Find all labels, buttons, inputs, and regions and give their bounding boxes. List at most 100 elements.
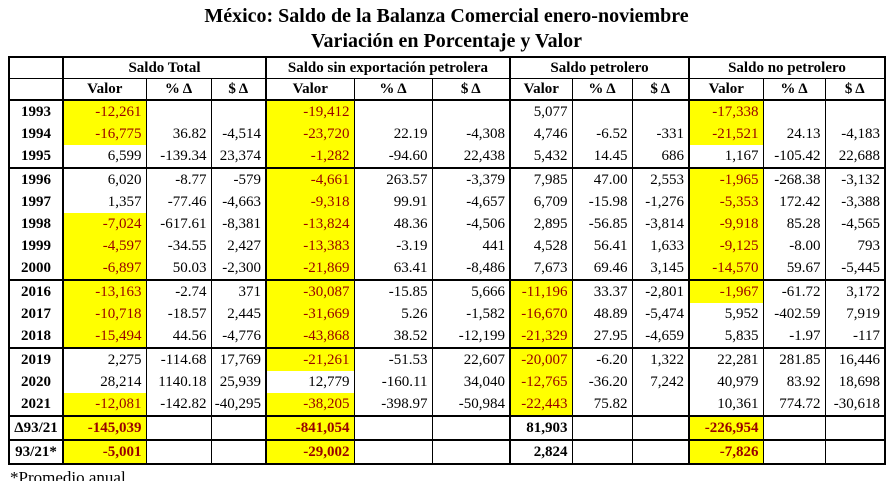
data-cell bbox=[571, 100, 632, 123]
table-row: 2000 -6,897 50.03 -2,300 -21,869 63.41 -8,486 7… bbox=[8, 257, 885, 280]
table-row: 2020 28,214 1140.18 25,939 12,779 -160.11 34,0… bbox=[8, 371, 885, 393]
data-cell: 1140.18 bbox=[145, 371, 211, 393]
data-cell: -6.20 bbox=[571, 347, 632, 371]
data-cell: 7,242 bbox=[631, 371, 689, 393]
table-row: Δ93/21 -145,039 -841,054 81,903 -226,954 bbox=[8, 415, 885, 440]
data-cell: 686 bbox=[631, 145, 689, 168]
data-cell: -22,443 bbox=[509, 393, 572, 416]
title-line-1: México: Saldo de la Balanza Comercial en… bbox=[204, 5, 689, 27]
data-cell: -841,054 bbox=[265, 415, 354, 440]
table-row: 1995 6,599 -139.34 23,374 -1,282 -94.60 22,438… bbox=[8, 145, 885, 168]
data-cell: -4,514 bbox=[210, 123, 266, 145]
data-cell: 793 bbox=[824, 235, 885, 257]
data-cell: -226,954 bbox=[688, 415, 763, 440]
data-cell: 69.46 bbox=[571, 257, 632, 280]
table-row: 2019 2,275 -114.68 17,769 -21,261 -51.53 22,60… bbox=[8, 347, 885, 371]
data-cell bbox=[762, 100, 825, 123]
data-cell bbox=[762, 439, 825, 464]
data-cell: -1.97 bbox=[762, 325, 825, 348]
data-cell: -4,661 bbox=[265, 167, 354, 191]
data-cell: -105.42 bbox=[762, 145, 825, 168]
data-cell bbox=[631, 439, 689, 464]
corner-blank-cell bbox=[8, 57, 63, 79]
data-cell: 1,322 bbox=[631, 347, 689, 371]
data-cell: -9,918 bbox=[688, 213, 763, 235]
data-cell: 5,077 bbox=[509, 100, 572, 123]
data-cell: -13,383 bbox=[265, 235, 354, 257]
data-cell: -12,765 bbox=[509, 371, 572, 393]
data-cell: 12,779 bbox=[265, 371, 354, 393]
data-cell: -1,967 bbox=[688, 279, 763, 303]
table-row: 1994 -16,775 36.82 -4,514 -23,720 22.19 -4,308… bbox=[8, 123, 885, 145]
data-cell: -2.74 bbox=[145, 279, 211, 303]
data-cell: 27.95 bbox=[571, 325, 632, 348]
data-cell: 22,688 bbox=[824, 145, 885, 168]
data-cell: -12,081 bbox=[62, 393, 146, 416]
data-cell: 263.57 bbox=[353, 167, 432, 191]
data-cell: -8.00 bbox=[762, 235, 825, 257]
row-label-cell: 1999 bbox=[8, 235, 63, 257]
data-cell: -51.53 bbox=[353, 347, 432, 371]
data-cell: 44.56 bbox=[145, 325, 211, 348]
data-cell: 5,952 bbox=[688, 303, 763, 325]
data-cell: -1,282 bbox=[265, 145, 354, 168]
subheader-cell: Valor bbox=[688, 78, 763, 101]
data-cell: 172.42 bbox=[762, 191, 825, 213]
data-cell: -4,506 bbox=[431, 213, 510, 235]
row-label-cell: 1997 bbox=[8, 191, 63, 213]
data-cell: -16,775 bbox=[62, 123, 146, 145]
data-cell: 441 bbox=[431, 235, 510, 257]
data-cell: 81,903 bbox=[509, 415, 572, 440]
subheader-cell: Valor bbox=[509, 78, 572, 101]
row-label-cell: 2018 bbox=[8, 325, 63, 348]
data-cell: 6,599 bbox=[62, 145, 146, 168]
row-label-cell: 2021 bbox=[8, 393, 63, 416]
data-cell: -18.57 bbox=[145, 303, 211, 325]
table-row: 1993 -12,261 -19,412 5,077 -17,338 bbox=[8, 100, 885, 123]
data-cell: -30,618 bbox=[824, 393, 885, 416]
data-cell: -77.46 bbox=[145, 191, 211, 213]
year-column-blank-header bbox=[8, 78, 63, 101]
data-cell: 63.41 bbox=[353, 257, 432, 280]
data-cell: -114.68 bbox=[145, 347, 211, 371]
data-cell: -402.59 bbox=[762, 303, 825, 325]
data-cell: -56.85 bbox=[571, 213, 632, 235]
data-cell: 4,528 bbox=[509, 235, 572, 257]
data-cell bbox=[210, 439, 266, 464]
data-cell: -19,412 bbox=[265, 100, 354, 123]
row-label-cell: 1993 bbox=[8, 100, 63, 123]
data-cell: -15.98 bbox=[571, 191, 632, 213]
data-cell: -15.85 bbox=[353, 279, 432, 303]
data-cell: 22,438 bbox=[431, 145, 510, 168]
footnote: *Promedio anual bbox=[10, 468, 126, 481]
data-cell: 4,746 bbox=[509, 123, 572, 145]
data-cell: -7,826 bbox=[688, 439, 763, 464]
data-cell: 281.85 bbox=[762, 347, 825, 371]
data-cell bbox=[824, 415, 885, 440]
table-header: Saldo Total Saldo sin exportación petrole… bbox=[8, 57, 885, 101]
data-cell: 5,432 bbox=[509, 145, 572, 168]
data-cell: -4,776 bbox=[210, 325, 266, 348]
data-cell: -43,868 bbox=[265, 325, 354, 348]
data-cell: -4,663 bbox=[210, 191, 266, 213]
data-cell: 774.72 bbox=[762, 393, 825, 416]
data-cell bbox=[353, 415, 432, 440]
data-cell: 6,020 bbox=[62, 167, 146, 191]
data-cell: -5,445 bbox=[824, 257, 885, 280]
data-cell: -1,276 bbox=[631, 191, 689, 213]
data-cell: -29,002 bbox=[265, 439, 354, 464]
data-cell bbox=[145, 100, 211, 123]
table-body: 1993 -12,261 -19,412 5,077 -17,338 1994 -16,77… bbox=[8, 100, 885, 464]
data-cell: -21,329 bbox=[509, 325, 572, 348]
data-cell bbox=[631, 100, 689, 123]
data-cell: -23,720 bbox=[265, 123, 354, 145]
data-cell: 5,666 bbox=[431, 279, 510, 303]
data-cell: -1,965 bbox=[688, 167, 763, 191]
data-cell bbox=[431, 100, 510, 123]
data-cell: -4,597 bbox=[62, 235, 146, 257]
data-cell: -3.19 bbox=[353, 235, 432, 257]
group-header-1: Saldo Total bbox=[62, 57, 266, 79]
data-cell: -3,132 bbox=[824, 167, 885, 191]
data-cell: -8,381 bbox=[210, 213, 266, 235]
